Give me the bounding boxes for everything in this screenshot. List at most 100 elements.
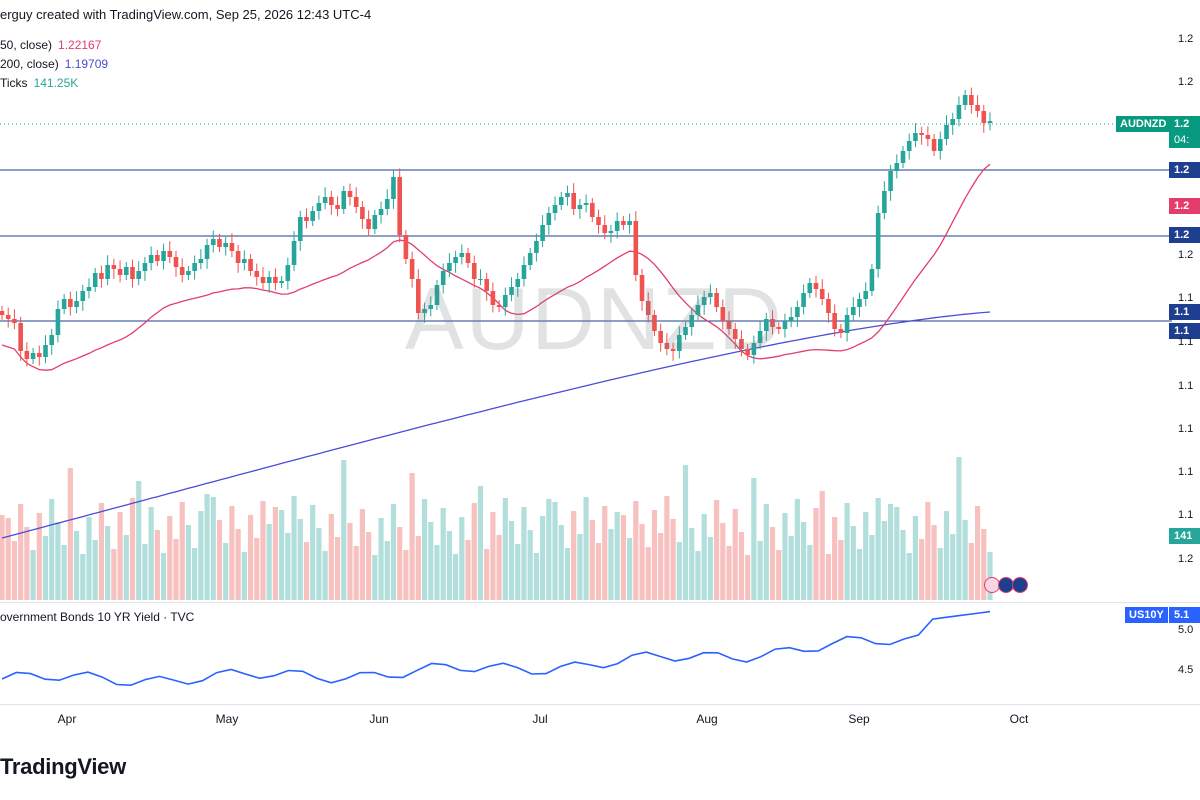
symbol-tag[interactable]: AUDNZD — [1116, 116, 1171, 132]
x-axis-label: Jun — [369, 712, 389, 726]
volume-bar — [254, 538, 260, 600]
legend-ma200-value: 1.19709 — [64, 57, 109, 71]
volume-bar — [521, 507, 527, 600]
volume-bar — [720, 523, 726, 600]
volume-bar — [540, 516, 546, 600]
candle-body — [826, 299, 831, 313]
volume-bar — [428, 522, 434, 600]
candle-body — [24, 351, 30, 359]
candle-body — [527, 253, 533, 265]
volume-bar — [577, 534, 583, 600]
volume-bar — [316, 528, 322, 600]
subpane-axis-label: 4.5 — [1178, 664, 1194, 676]
volume-bar — [98, 503, 105, 600]
volume-bar — [869, 535, 875, 600]
x-axis-label: Jul — [532, 712, 548, 726]
volume-bar — [0, 515, 5, 600]
volume-bar — [974, 506, 981, 600]
volume-bar — [409, 473, 415, 600]
candle-body — [49, 335, 55, 345]
candle-body — [838, 329, 844, 333]
candle-body — [937, 139, 943, 151]
volume-bar — [894, 507, 900, 600]
volume-bar — [906, 553, 912, 600]
volume-bar — [788, 536, 794, 600]
candle-body — [919, 133, 924, 135]
us10y-value-tag: 5.1 — [1169, 607, 1200, 623]
candle-body — [708, 293, 713, 297]
price-axis-label: 1.1 — [1178, 466, 1194, 478]
price-axis-label: 1.2 — [1178, 249, 1194, 261]
candle-body — [950, 119, 956, 125]
symbol-watermark: AUDNZD — [405, 269, 784, 368]
nz-flag-icon[interactable] — [1012, 577, 1028, 593]
price-axis-label: 1.2 — [1178, 33, 1194, 45]
candle-body — [0, 311, 5, 315]
price-axis-label: 1.1 — [1178, 336, 1194, 348]
price-axis-label: 1.2 — [1178, 553, 1194, 565]
volume-bar — [353, 546, 359, 600]
volume-tag: 141 — [1169, 528, 1200, 544]
yield-line-path — [1, 610, 991, 687]
ma200-line-path — [1, 311, 991, 539]
pane-separator[interactable] — [0, 602, 1200, 603]
volume-bar — [508, 521, 515, 600]
volume-bar — [310, 505, 316, 600]
bar-countdown: 04: — [1169, 132, 1200, 148]
volume-bar — [987, 552, 993, 600]
level-tag-2: 1.2 — [1169, 227, 1200, 243]
candle-body — [496, 305, 502, 307]
candle-body — [813, 283, 819, 289]
volume-bar — [179, 502, 185, 600]
volume-bar — [384, 541, 390, 600]
candle-body — [397, 177, 402, 235]
volume-bar — [825, 554, 832, 600]
candle-body — [217, 239, 222, 247]
volume-bar — [471, 503, 477, 600]
legend-ma50[interactable]: 50, close) 1.22167 — [0, 38, 101, 52]
volume-bar — [807, 545, 813, 600]
us10y-tag: US10Y — [1125, 607, 1168, 623]
legend-ma200[interactable]: 200, close) 1.19709 — [0, 57, 108, 71]
x-axis-label: Apr — [57, 712, 77, 726]
candle-body — [981, 111, 987, 123]
volume-bar — [571, 511, 577, 600]
volume-bar — [453, 554, 459, 600]
ma50-price-tag: 1.2 — [1169, 198, 1200, 214]
candle-body — [571, 193, 576, 209]
volume-bar — [838, 540, 844, 600]
candle-body — [105, 265, 110, 279]
candle-body — [297, 217, 303, 241]
volume-bar — [981, 529, 987, 600]
level-tag-1: 1.2 — [1169, 162, 1200, 178]
volume-bar — [105, 526, 111, 600]
candle-body — [416, 279, 421, 313]
candle-body — [962, 95, 968, 105]
volume-bar — [123, 535, 129, 600]
candle-body — [347, 191, 353, 197]
candle-body — [888, 171, 893, 191]
candle-body — [652, 315, 657, 331]
candle-body — [795, 307, 800, 317]
volume-bar — [440, 508, 446, 600]
candle-body — [366, 219, 371, 229]
candle-body — [74, 301, 79, 307]
volume-bar — [247, 515, 254, 600]
candle-body — [179, 267, 185, 275]
volume-bar — [614, 512, 620, 600]
volume-bar — [303, 542, 310, 600]
candle-body — [80, 291, 86, 301]
candle-body — [639, 275, 645, 301]
legend-ticks[interactable]: Ticks 141.25K — [0, 76, 78, 90]
candle-body — [484, 279, 489, 291]
volume-bar — [912, 516, 919, 600]
volume-bar — [639, 524, 645, 600]
volume-bar — [92, 540, 98, 600]
volume-bar — [459, 517, 465, 600]
price-axis-label: 1.2 — [1178, 76, 1194, 88]
volume-bar — [484, 549, 490, 600]
volume-bar — [30, 550, 36, 600]
volume-bar — [794, 499, 800, 600]
candle-body — [5, 315, 11, 319]
volume-bar — [645, 547, 651, 600]
